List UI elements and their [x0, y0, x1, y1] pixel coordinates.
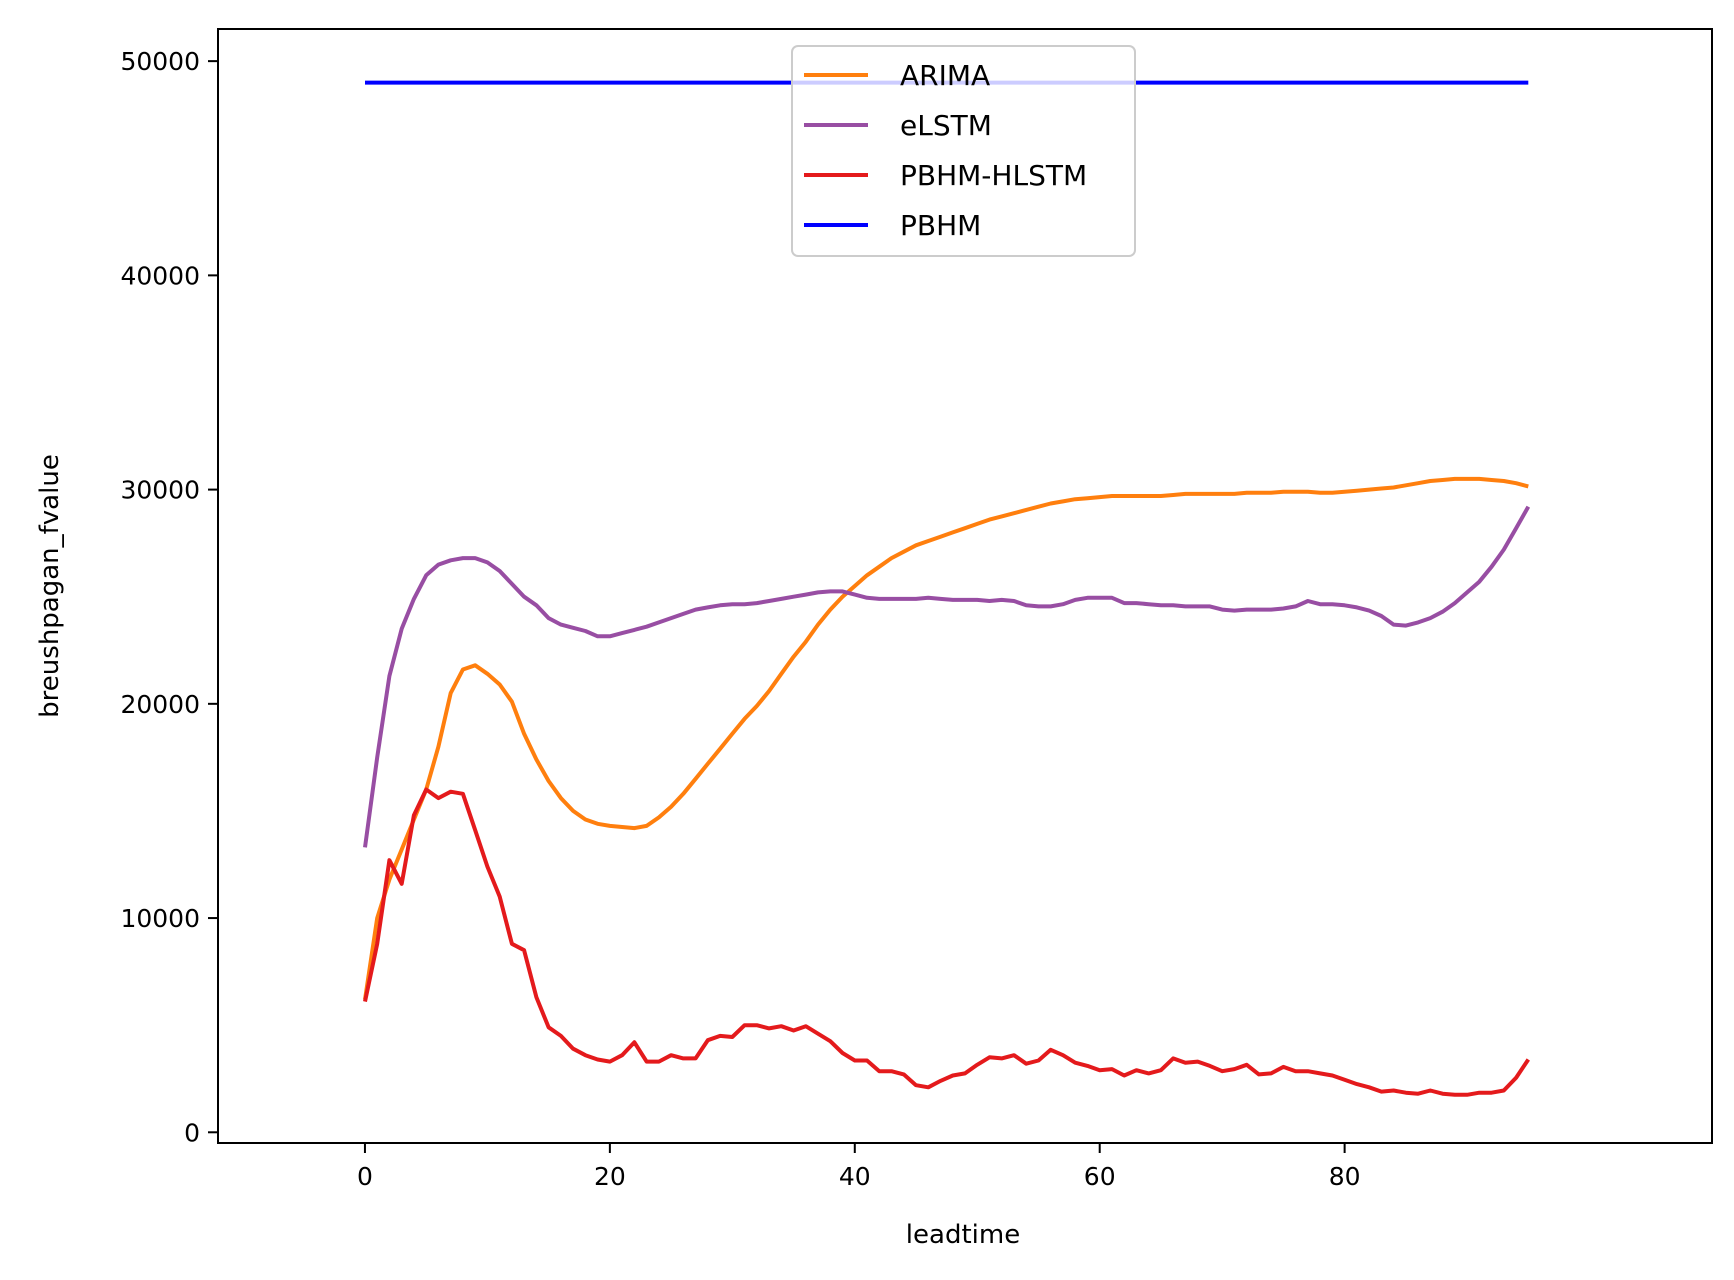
series-line-arima — [363, 476, 1529, 1000]
x-tick-label: 20 — [594, 1162, 626, 1191]
x-axis: 0 20 40 60 80 — [357, 1143, 1361, 1191]
x-tick-label: 40 — [839, 1162, 871, 1191]
legend-label-arima: ARIMA — [900, 59, 990, 92]
y-tick-label: 30000 — [120, 476, 200, 505]
y-tick-label: 0 — [184, 1118, 200, 1147]
y-axis: 0 10000 20000 30000 40000 50000 — [120, 47, 218, 1147]
plot-frame — [217, 28, 1713, 1144]
x-tick-label: 80 — [1329, 1162, 1361, 1191]
legend-label-elstm: eLSTM — [900, 109, 992, 142]
y-tick-label: 20000 — [120, 690, 200, 719]
series-line-elstm — [363, 505, 1531, 848]
legend-label-pbhm-hlstm: PBHM-HLSTM — [900, 159, 1087, 192]
series-line-pbhm-hlstm — [363, 787, 1530, 1097]
y-axis-label: breushpagan_fvalue — [35, 454, 65, 718]
legend-label-pbhm: PBHM — [900, 209, 981, 242]
x-tick-label: 60 — [1084, 1162, 1116, 1191]
y-tick-label: 10000 — [120, 904, 200, 933]
y-tick-label: 40000 — [120, 261, 200, 290]
x-axis-label: leadtime — [906, 1220, 1020, 1250]
legend: ARIMA eLSTM PBHM-HLSTM PBHM — [791, 45, 1136, 257]
legend-box — [791, 45, 1136, 257]
x-tick-label: 0 — [357, 1162, 373, 1191]
y-tick-label: 50000 — [120, 47, 200, 76]
